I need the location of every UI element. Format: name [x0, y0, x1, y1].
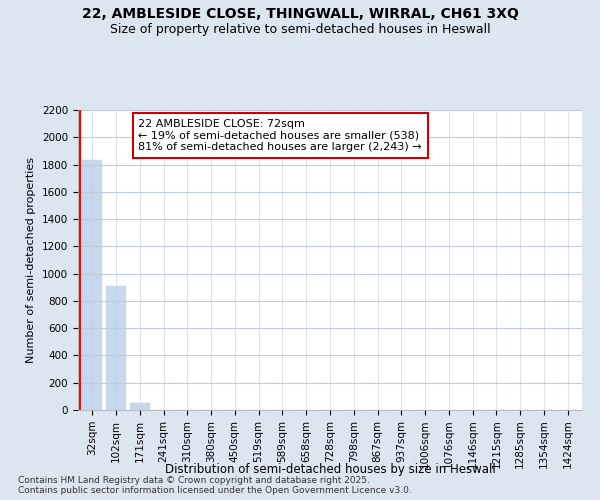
Bar [106, 286, 126, 410]
Bar [82, 160, 103, 410]
Text: Contains HM Land Registry data © Crown copyright and database right 2025.
Contai: Contains HM Land Registry data © Crown c… [18, 476, 412, 495]
Text: Distribution of semi-detached houses by size in Heswall: Distribution of semi-detached houses by … [164, 462, 496, 475]
Text: 22 AMBLESIDE CLOSE: 72sqm
← 19% of semi-detached houses are smaller (538)
81% of: 22 AMBLESIDE CLOSE: 72sqm ← 19% of semi-… [139, 119, 422, 152]
Text: 22, AMBLESIDE CLOSE, THINGWALL, WIRRAL, CH61 3XQ: 22, AMBLESIDE CLOSE, THINGWALL, WIRRAL, … [82, 8, 518, 22]
Y-axis label: Number of semi-detached properties: Number of semi-detached properties [26, 157, 37, 363]
Bar [130, 403, 150, 410]
Text: Size of property relative to semi-detached houses in Heswall: Size of property relative to semi-detach… [110, 22, 490, 36]
